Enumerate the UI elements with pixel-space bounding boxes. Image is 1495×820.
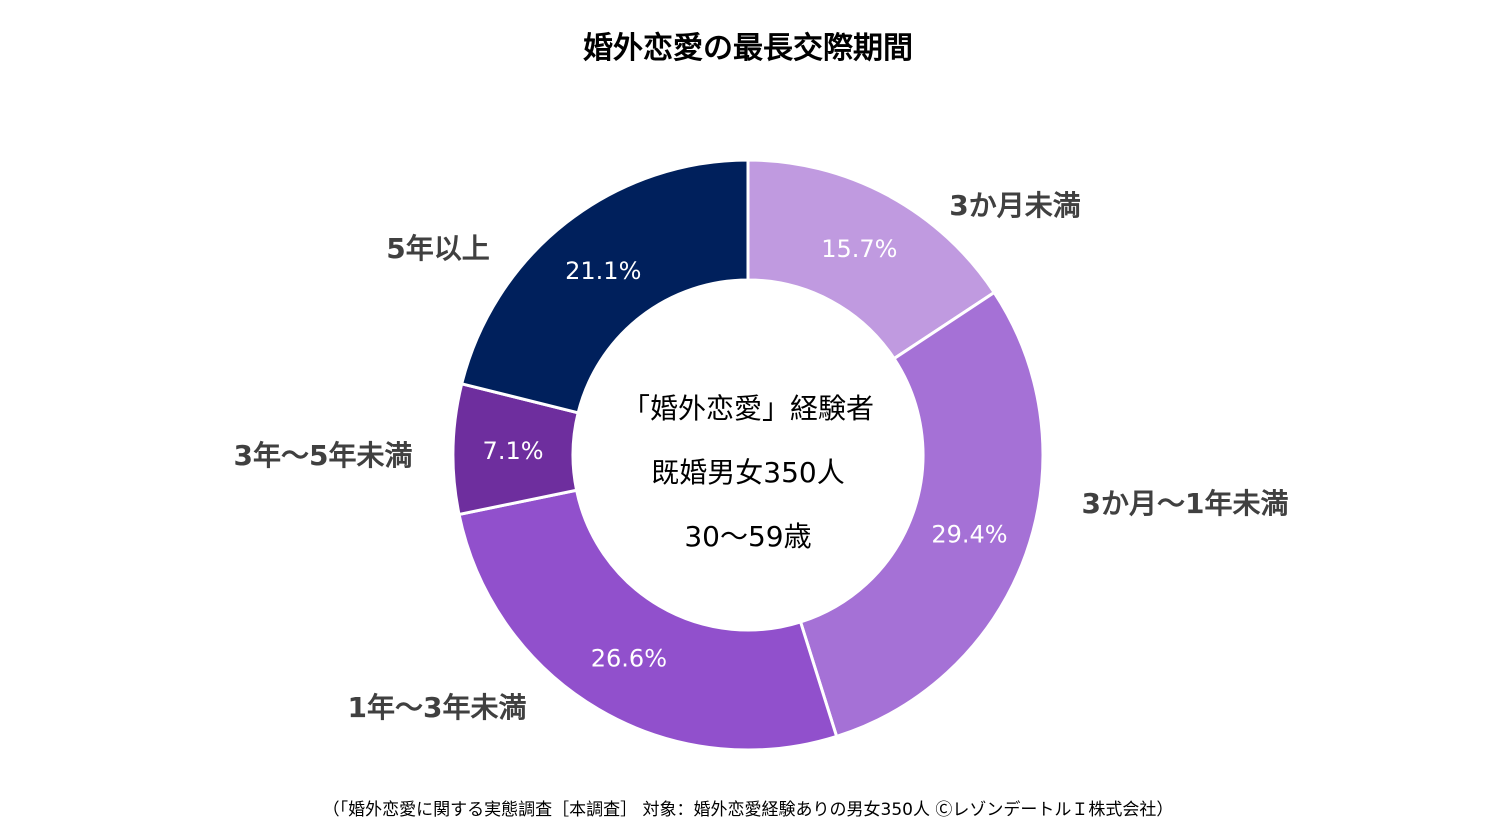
slice-2 bbox=[798, 290, 1045, 739]
slice-5 bbox=[459, 158, 750, 415]
value-label-1: 15.7% bbox=[821, 235, 897, 263]
value-label-4: 7.1% bbox=[483, 437, 544, 465]
value-label-5: 21.1% bbox=[565, 257, 641, 285]
slice-3 bbox=[457, 488, 839, 752]
slice-1 bbox=[746, 158, 997, 361]
category-label-1: 3か月未満 bbox=[949, 189, 1080, 222]
value-labels: 15.7% 29.4% 26.6% 7.1% 21.1% bbox=[483, 235, 1008, 673]
value-label-2: 29.4% bbox=[931, 521, 1007, 549]
chart-title: 婚外恋愛の最長交際期間 bbox=[583, 31, 913, 66]
category-label-3: 1年～3年未満 bbox=[348, 691, 527, 724]
category-labels: 3か月未満 3か月～1年未満 1年～3年未満 3年～5年未満 5年以上 bbox=[234, 189, 1289, 724]
footnote: （「婚外恋愛に関する実態調査［本調査］ 対象：婚外恋愛経験ありの男女350人 Ⓒ… bbox=[323, 799, 1174, 820]
donut-slices bbox=[451, 158, 1045, 752]
category-label-2: 3か月～1年未満 bbox=[1082, 487, 1289, 520]
category-label-4: 3年～5年未満 bbox=[234, 439, 413, 472]
center-text-line-1: 「婚外恋愛」経験者 bbox=[622, 392, 874, 425]
center-text-line-3: 30～59歳 bbox=[684, 520, 811, 553]
value-label-3: 26.6% bbox=[591, 645, 667, 673]
center-text-line-2: 既婚男女350人 bbox=[651, 456, 844, 489]
category-label-5: 5年以上 bbox=[386, 232, 489, 265]
